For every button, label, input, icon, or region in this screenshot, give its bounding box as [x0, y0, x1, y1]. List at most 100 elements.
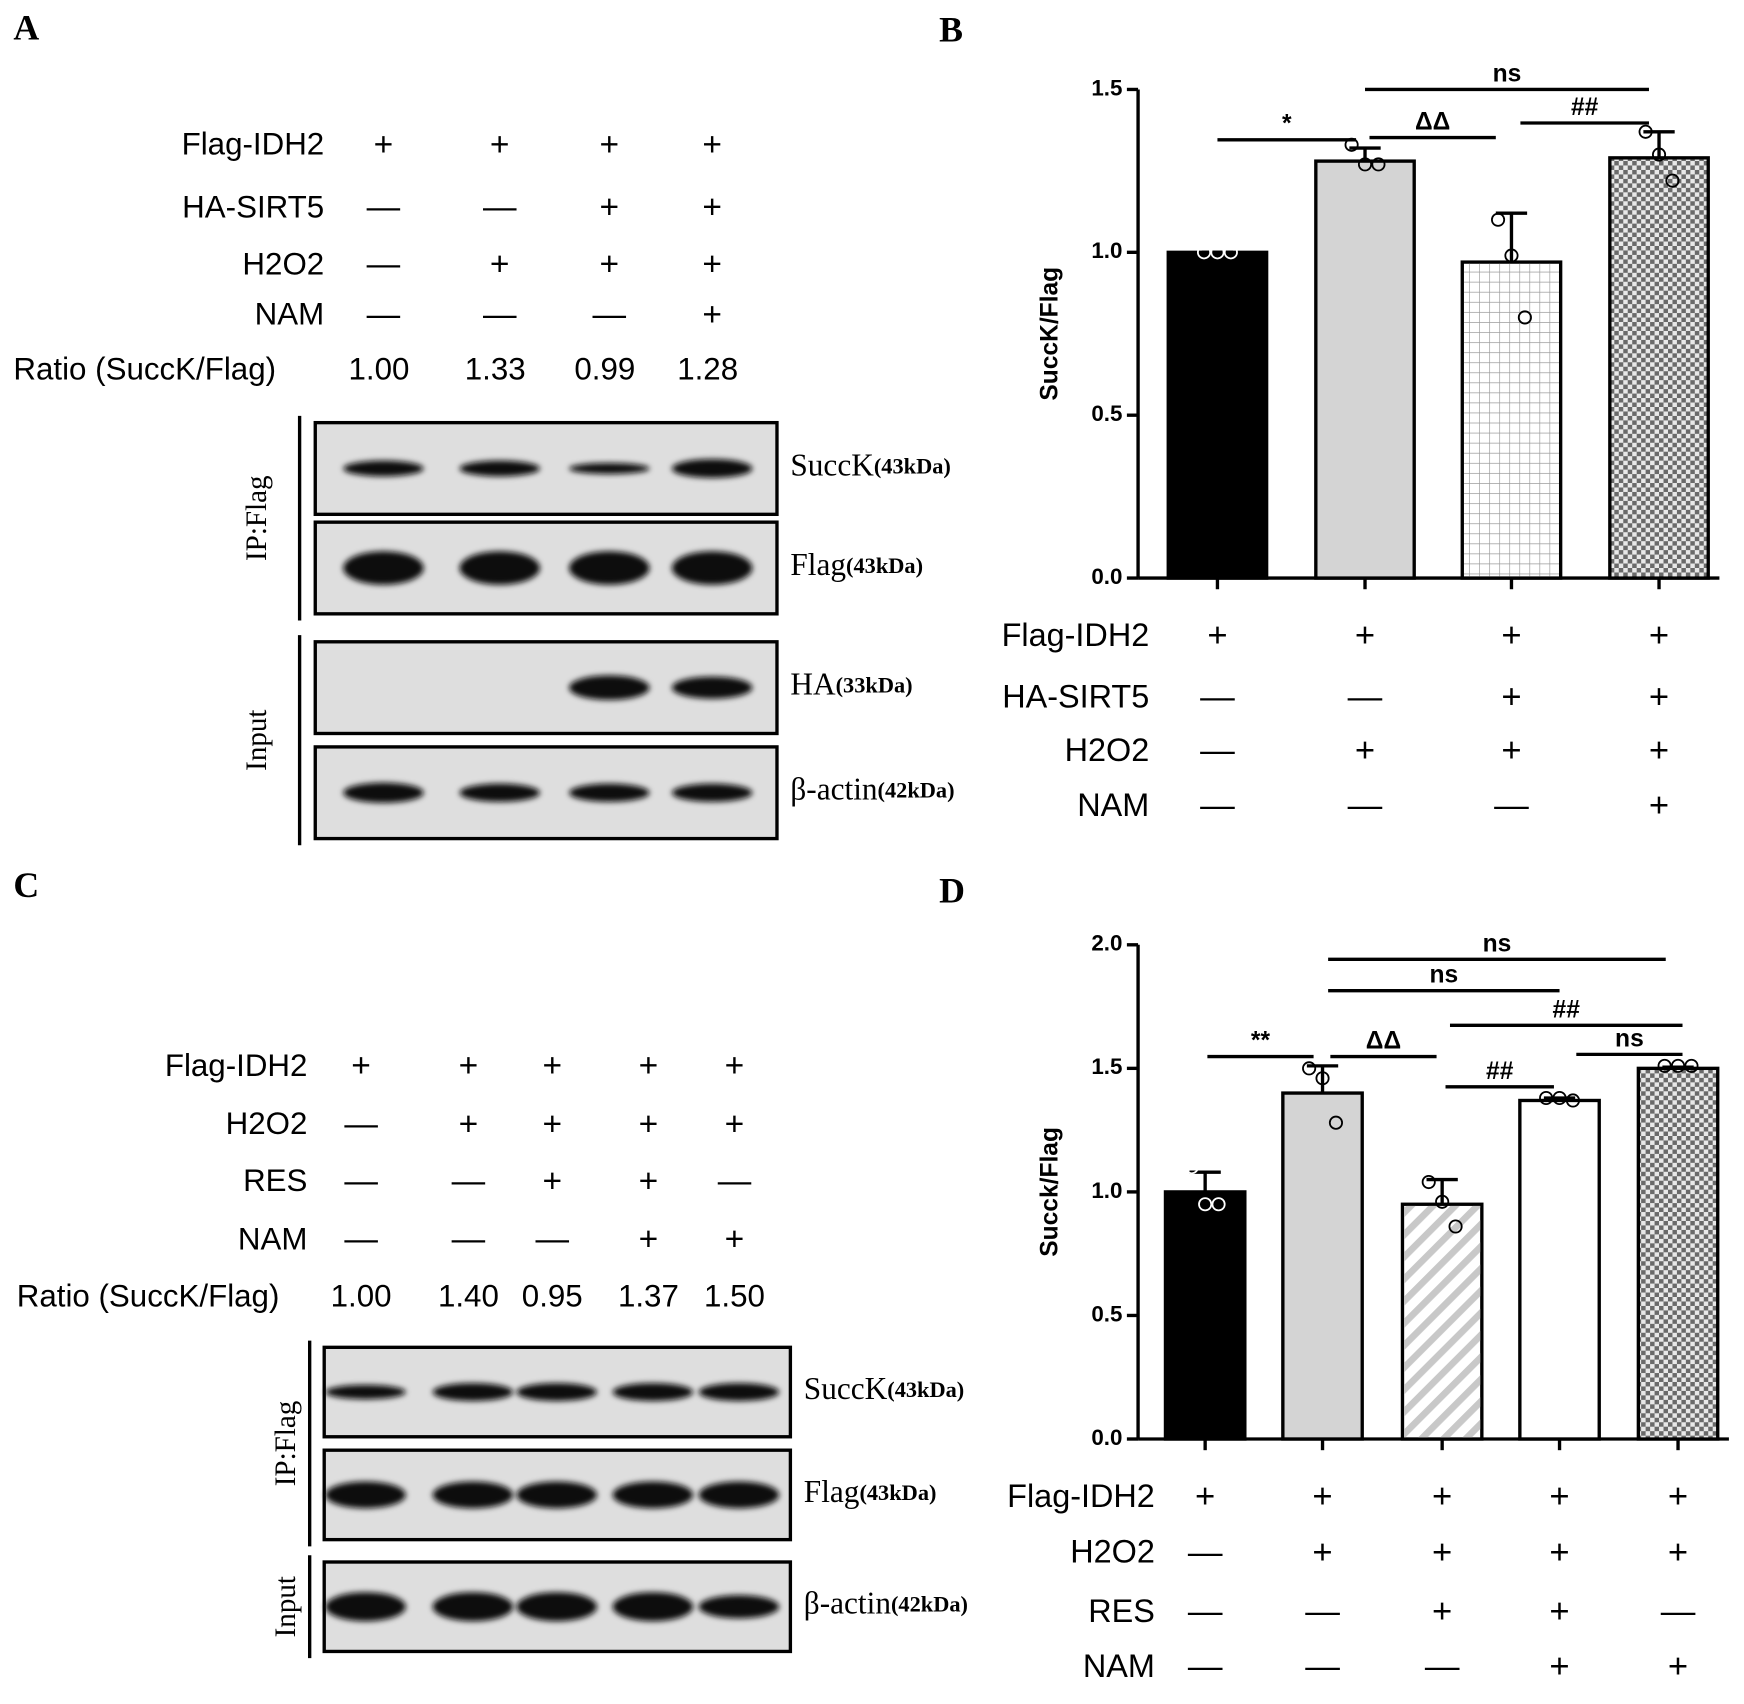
condition-label: RES: [243, 1163, 307, 1198]
condition-label: Flag-IDH2: [182, 127, 325, 162]
protein-name: β-actin: [790, 772, 878, 807]
bar-pattern: [1463, 263, 1559, 577]
condition-mark: +: [1355, 616, 1375, 654]
data-point: [1539, 1090, 1554, 1106]
condition-mark: +: [1501, 678, 1521, 716]
condition-mark: +: [1549, 1477, 1569, 1515]
condition-mark: +: [1432, 1477, 1452, 1515]
blot-band: [569, 783, 650, 802]
blot-band: [671, 783, 753, 802]
condition-mark: +: [1549, 1647, 1569, 1685]
data-point: [1517, 310, 1532, 325]
condition-mark: +: [1501, 732, 1521, 770]
ratio-value: 1.00: [331, 1278, 392, 1313]
condition-label: NAM: [1083, 1648, 1155, 1684]
condition-mark: +: [639, 1221, 659, 1258]
condition-mark: +: [351, 1048, 371, 1085]
data-point: [1184, 1160, 1199, 1175]
panel-label: C: [13, 865, 39, 905]
condition-mark: +: [702, 296, 722, 333]
condition-mark: +: [490, 246, 510, 283]
protein-size: (43kDa): [859, 1480, 936, 1505]
protein-name: SuccK: [804, 1371, 888, 1406]
data-point: [1223, 245, 1238, 260]
blot-band: [432, 1383, 514, 1401]
ratio-label: Ratio (SuccK/Flag): [17, 1278, 280, 1313]
protein-name: Flag: [804, 1474, 860, 1509]
condition-label: Flag-IDH2: [165, 1048, 308, 1083]
bar: [1163, 1190, 1247, 1441]
condition-mark: +: [725, 1048, 745, 1085]
significance-label: ##: [1571, 94, 1599, 121]
significance-label: ns: [1493, 60, 1522, 87]
condition-mark: +: [1312, 1533, 1332, 1571]
data-point: [1196, 245, 1212, 260]
blot-band: [432, 1481, 514, 1509]
y-tick-label: 1.0: [1091, 1178, 1122, 1203]
panel-label: A: [13, 8, 39, 48]
error-bar: [1189, 1170, 1221, 1192]
condition-mark: +: [1649, 732, 1669, 770]
condition-mark: +: [702, 246, 722, 283]
data-point: [1435, 1194, 1450, 1209]
data-point: [1211, 1197, 1226, 1212]
blot-band: [569, 675, 650, 700]
condition-mark: +: [490, 126, 510, 163]
blot-label: β-actin(42kDa): [804, 1586, 968, 1621]
y-tick-label: 0.0: [1091, 564, 1122, 589]
significance-label: ΔΔ: [1415, 108, 1450, 135]
condition-mark: —: [483, 189, 517, 226]
ratio-label: Ratio (SuccK/Flag): [13, 351, 276, 386]
ratio-value: 1.33: [465, 351, 526, 386]
blot-band: [671, 676, 753, 699]
blot-band: [698, 1595, 780, 1619]
condition-mark: —: [1305, 1593, 1340, 1631]
blot-label: SuccK(43kDa): [804, 1371, 964, 1406]
blot-band: [325, 1592, 406, 1622]
condition-mark: —: [1425, 1647, 1460, 1685]
condition-mark: +: [1668, 1533, 1688, 1571]
condition-mark: +: [599, 246, 619, 283]
ratio-value: 1.40: [438, 1278, 499, 1313]
significance-label: ##: [1486, 1058, 1514, 1085]
data-point: [1684, 1058, 1699, 1073]
blot-band: [459, 551, 540, 585]
condition-label: H2O2: [1065, 732, 1150, 768]
blot-band: [671, 459, 753, 478]
condition-label: HA-SIRT5: [1002, 678, 1149, 714]
blot-band: [569, 551, 650, 585]
y-axis-title: SuccK/Flag: [1036, 267, 1063, 401]
data-point: [1491, 212, 1506, 227]
condition-mark: —: [367, 246, 401, 283]
condition-mark: +: [702, 189, 722, 226]
blot-band: [325, 1384, 406, 1400]
data-point: [1328, 1115, 1343, 1130]
condition-mark: —: [1661, 1593, 1696, 1631]
condition-mark: +: [599, 126, 619, 163]
condition-label: RES: [1088, 1593, 1155, 1629]
error-bar: [1306, 1064, 1339, 1094]
blot-label: Flag(43kDa): [804, 1474, 937, 1509]
condition-mark: +: [1207, 616, 1227, 654]
ratio-value: 0.99: [574, 351, 635, 386]
y-tick-label: 1.5: [1091, 1054, 1122, 1079]
blot-band: [459, 460, 540, 477]
condition-mark: —: [718, 1163, 752, 1200]
data-point: [1665, 173, 1680, 188]
condition-mark: +: [1312, 1477, 1332, 1515]
protein-size: (43kDa): [887, 1377, 964, 1402]
condition-mark: —: [367, 296, 401, 333]
condition-mark: +: [1668, 1647, 1688, 1685]
error-bar: [1426, 1177, 1458, 1205]
data-point: [1421, 1174, 1436, 1190]
data-point: [1638, 124, 1653, 139]
bar: [1518, 1098, 1601, 1441]
condition-mark: +: [1195, 1477, 1215, 1515]
condition-mark: +: [1432, 1593, 1452, 1631]
blot-band: [612, 1383, 694, 1401]
condition-mark: —: [1200, 732, 1235, 770]
condition-label: H2O2: [242, 246, 324, 281]
condition-label: NAM: [255, 297, 325, 332]
bar: [1166, 250, 1269, 580]
